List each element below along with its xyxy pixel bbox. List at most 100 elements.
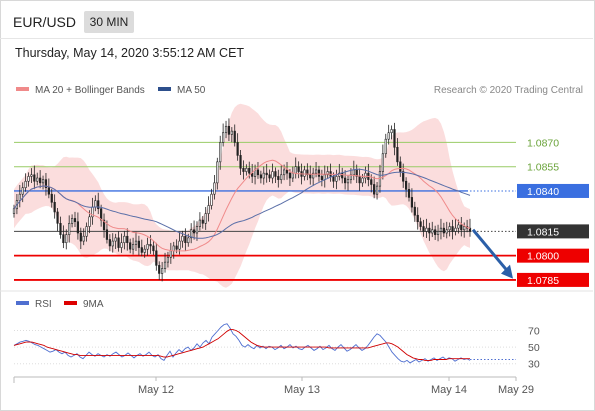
ma50-swatch [158, 87, 171, 92]
candle-body-137 [410, 197, 414, 208]
bollinger-band-area [14, 103, 470, 288]
candle-body-55 [172, 245, 175, 252]
candle-body-6 [30, 174, 33, 177]
candle-body-115 [346, 179, 350, 184]
candle-body-114 [344, 177, 347, 184]
candle-body-113 [341, 172, 344, 179]
candle-body-154 [460, 224, 463, 231]
candle-body-40 [129, 242, 132, 250]
candle-body-50 [158, 265, 161, 274]
candle-body-19 [68, 223, 71, 235]
candle-body-77 [236, 142, 239, 156]
candle-body-145 [434, 229, 437, 235]
candle-body-48 [152, 245, 155, 252]
candle-body-116 [349, 174, 353, 180]
candle-body-96 [291, 172, 294, 179]
candle-body-12 [47, 187, 50, 195]
candle-body-58 [181, 235, 184, 242]
candle-body-32 [105, 229, 109, 240]
candle-body-10 [41, 179, 45, 184]
legend-rsi-ma-label: 9MA [83, 299, 104, 310]
rsi-ma-line [13, 329, 470, 361]
candle-body-17 [62, 234, 65, 244]
legend-ma20-bb: MA 20 + Bollinger Bands [16, 85, 145, 96]
candle-body-148 [442, 227, 445, 234]
candle-body-62 [192, 229, 196, 234]
candle-body-21 [73, 218, 77, 222]
level-label-3: 1.0815 [527, 226, 559, 238]
candle-body-89 [271, 171, 274, 179]
candle-body-104 [314, 169, 318, 174]
candle-body-142 [425, 227, 428, 232]
rsi-tick-2: 30 [528, 359, 540, 371]
candle-body-151 [451, 226, 454, 232]
candle-body-38 [123, 235, 126, 244]
candle-body-138 [413, 206, 416, 216]
candle-body-52 [163, 261, 167, 269]
candle-body-28 [94, 200, 97, 208]
level-badge-2 [517, 183, 589, 198]
candle-body-111 [335, 176, 338, 182]
candle-body-91 [277, 176, 280, 180]
candle-body-87 [265, 172, 268, 176]
candle-body-133 [399, 161, 402, 172]
candle-body-132 [396, 146, 399, 163]
candle-body-13 [50, 193, 53, 203]
timeframe-badge[interactable]: 30 MIN [84, 11, 134, 33]
candle-body-131 [393, 129, 396, 148]
legend-rsi-label: RSI [35, 299, 52, 310]
candle-body-53 [166, 256, 170, 263]
candle-body-57 [178, 240, 181, 250]
level-label-5: 1.0785 [527, 275, 559, 287]
x-tick-label-2: May 14 [431, 384, 467, 396]
rsi-tick-0: 70 [528, 325, 540, 337]
candle-body-127 [381, 153, 384, 172]
legend-ma50-label: MA 50 [177, 85, 206, 96]
x-tick-label-1: May 13 [284, 384, 320, 396]
timestamp: Thursday, May 14, 2020 3:55:12 AM CET [15, 46, 245, 60]
ma20-line [13, 159, 471, 252]
candle-body-85 [259, 174, 262, 179]
candle-body-26 [88, 216, 91, 227]
candle-body-94 [285, 169, 289, 174]
candle-body-67 [207, 205, 210, 214]
candle-body-141 [422, 226, 425, 232]
candle-body-139 [416, 214, 419, 222]
x-tick-label-3: May 29 [498, 384, 534, 396]
candle-body-117 [352, 169, 355, 176]
candle-body-66 [204, 213, 207, 224]
candle-body-41 [131, 244, 135, 250]
candle-body-101 [306, 169, 309, 176]
candle-body-84 [256, 169, 260, 176]
candle-body-136 [407, 189, 411, 198]
header-divider [0, 38, 593, 39]
candle-body-20 [70, 218, 74, 224]
candle-body-15 [56, 211, 59, 224]
candle-body-43 [137, 240, 140, 248]
candle-body-65 [201, 219, 204, 224]
candle-body-98 [297, 166, 300, 172]
candle-body-49 [155, 250, 158, 266]
candle-body-46 [146, 244, 149, 250]
candle-body-73 [224, 125, 228, 134]
rsi-tick-1: 50 [528, 342, 540, 354]
candle-body-72 [222, 132, 225, 143]
forecast-arrow-shaft [471, 228, 510, 273]
candle-body-31 [102, 219, 106, 231]
legend-rsi: RSI [16, 299, 52, 310]
candle-body-110 [332, 176, 335, 182]
candle-body-3 [21, 187, 24, 195]
candle-body-93 [283, 169, 286, 176]
candle-body-74 [227, 125, 231, 135]
candle-body-78 [239, 155, 242, 169]
candle-body-30 [100, 208, 103, 221]
candle-body-42 [134, 240, 138, 245]
candle-body-88 [268, 174, 271, 179]
candle-body-135 [405, 180, 408, 190]
candle-body-95 [288, 172, 292, 179]
candle-body-76 [233, 130, 236, 143]
candle-body-16 [59, 223, 62, 235]
candle-body-35 [114, 237, 117, 242]
candle-body-37 [120, 242, 123, 248]
candle-body-103 [312, 172, 315, 179]
